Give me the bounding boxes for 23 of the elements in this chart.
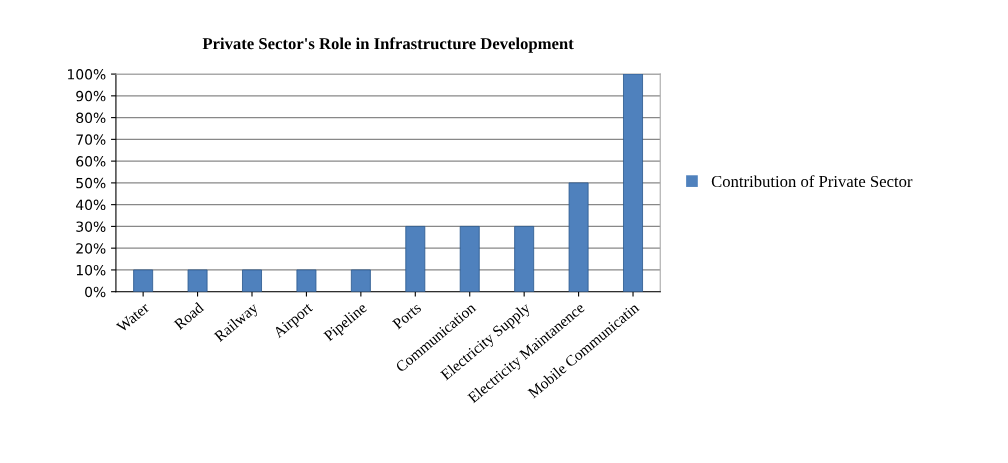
y-tick-label: 60% [76, 156, 106, 167]
bar [405, 225, 426, 292]
y-tick-label: 80% [76, 112, 106, 124]
y-tick-label: 0% [85, 286, 106, 298]
bar [514, 225, 535, 292]
y-tick-label: 30% [76, 221, 106, 232]
bar [623, 74, 643, 292]
y-tick-label: 50% [76, 177, 106, 189]
y-tick-label: 90% [76, 90, 106, 102]
bar [133, 269, 154, 292]
legend-label: Contribution of Private Sector [711, 175, 913, 188]
y-tick-label: 100% [68, 69, 106, 80]
y-tick-label: 20% [76, 243, 106, 254]
y-tick-label: 40% [76, 199, 106, 211]
bar [350, 269, 371, 292]
bar [296, 269, 317, 292]
y-tick-label: 10% [76, 264, 106, 276]
chart-title: Private Sector's Role in Infrastructure Development [202, 37, 574, 53]
bar [459, 225, 480, 292]
y-tick-label: 70% [76, 134, 106, 145]
bar [568, 182, 589, 292]
bar [242, 269, 262, 292]
bar [187, 269, 208, 292]
